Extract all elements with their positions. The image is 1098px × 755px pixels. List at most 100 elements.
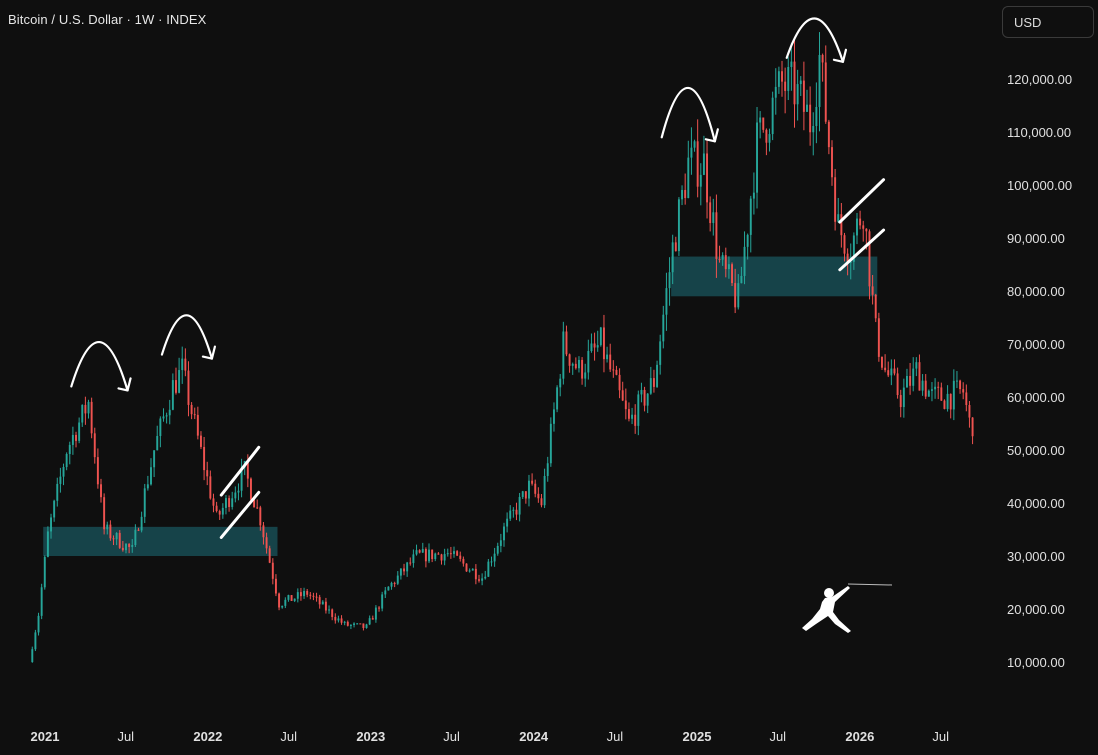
candle-up: [368, 618, 371, 625]
candle-down: [965, 392, 968, 406]
currency-button[interactable]: USD: [1002, 6, 1094, 38]
candle-up: [549, 423, 552, 464]
candle-up: [134, 529, 137, 546]
candle-down: [612, 369, 615, 371]
candle-up: [443, 554, 446, 561]
candle-down: [362, 623, 365, 628]
candle-up: [577, 359, 580, 369]
candle-down: [431, 549, 434, 560]
candle-down: [378, 607, 381, 609]
candle-up: [921, 380, 924, 391]
candle-down: [137, 529, 140, 531]
candle-down: [424, 549, 427, 562]
y-tick-label: 50,000.00: [1007, 443, 1065, 458]
candle-up: [837, 214, 840, 222]
candle-up: [681, 189, 684, 200]
candle-up: [365, 624, 368, 628]
candle-down: [565, 331, 568, 355]
candle-down: [100, 484, 102, 498]
candle-down: [440, 554, 443, 561]
candle-up: [702, 153, 705, 175]
candle-down: [371, 618, 374, 620]
candle-down: [706, 153, 709, 203]
candle-down: [834, 177, 837, 222]
candle-down: [943, 400, 946, 409]
candle-up: [396, 575, 399, 584]
candle-up: [796, 84, 799, 105]
symbol-title[interactable]: Bitcoin / U.S. Dollar · 1W · INDEX: [8, 12, 207, 27]
candle-down: [643, 389, 646, 406]
fencer-logo: [802, 583, 893, 633]
candle-down: [581, 359, 584, 379]
candle-up: [284, 599, 287, 606]
candle-down: [209, 476, 212, 499]
candle-down: [874, 294, 877, 319]
candle-up: [927, 390, 930, 397]
candle-down: [846, 253, 849, 263]
candle-up: [768, 134, 771, 143]
candle-down: [109, 524, 112, 539]
candle-up: [481, 578, 484, 581]
candle-up: [493, 553, 496, 562]
candle-down: [568, 354, 571, 366]
candle-down: [418, 550, 421, 553]
candle-up: [62, 467, 65, 477]
candle-up: [818, 54, 821, 107]
candle-up: [906, 375, 908, 388]
candle-down: [865, 228, 868, 232]
candle-down: [184, 358, 187, 371]
candle-down: [652, 378, 655, 387]
arrow-head: [201, 345, 217, 360]
y-tick-label: 30,000.00: [1007, 549, 1065, 564]
candle-down: [868, 231, 871, 287]
price-axis[interactable]: 10,000.00 20,000.00 30,000.00 40,000.00 50,0…: [1007, 72, 1072, 670]
y-tick-label: 40,000.00: [1007, 496, 1065, 511]
candle-up: [171, 380, 174, 410]
candle-down: [456, 551, 459, 556]
candle-up: [68, 444, 71, 455]
candle-down: [937, 386, 940, 388]
candle-down: [278, 593, 281, 608]
candle-up: [496, 545, 499, 554]
candle-down: [881, 356, 883, 368]
candle-down: [449, 553, 452, 555]
candle-up: [53, 500, 56, 518]
x-tick-label: Jul: [607, 729, 624, 744]
candle-up: [140, 516, 143, 531]
candle-down: [899, 395, 902, 408]
candle-up: [637, 394, 640, 426]
candle-down: [203, 446, 206, 471]
candle-down: [459, 555, 462, 559]
x-tick-label: Jul: [443, 729, 460, 744]
candle-up: [656, 364, 659, 387]
candle-down: [112, 538, 115, 540]
x-tick-label: 2024: [519, 729, 549, 744]
candle-down: [827, 121, 830, 148]
candle-up: [490, 561, 493, 563]
candle-up: [434, 553, 437, 560]
x-tick-label: Jul: [932, 729, 949, 744]
candle-up: [146, 484, 149, 489]
candle-up: [125, 543, 127, 551]
candle-up: [562, 331, 565, 379]
support-zone-2021: [43, 526, 278, 556]
candle-down: [90, 401, 93, 434]
candle-up: [902, 387, 905, 408]
candle-down: [437, 553, 440, 555]
candle-up: [349, 624, 352, 626]
channel-line: [219, 445, 261, 497]
candle-up: [812, 126, 815, 133]
time-axis[interactable]: 2021 Jul 2022 Jul 2023 Jul 2024 Jul 2025 Jul 2026 J…: [31, 729, 950, 744]
candle-down: [274, 578, 277, 594]
y-tick-label: 120,000.00: [1007, 72, 1072, 87]
candle-down: [318, 597, 321, 605]
candle-up: [631, 414, 634, 419]
candle-down: [262, 525, 265, 538]
arrow-head: [117, 377, 132, 392]
candle-down: [696, 141, 699, 187]
candle-up: [162, 416, 165, 419]
candle-up: [799, 80, 802, 85]
x-tick-label: 2022: [193, 729, 222, 744]
candle-up: [518, 496, 521, 515]
